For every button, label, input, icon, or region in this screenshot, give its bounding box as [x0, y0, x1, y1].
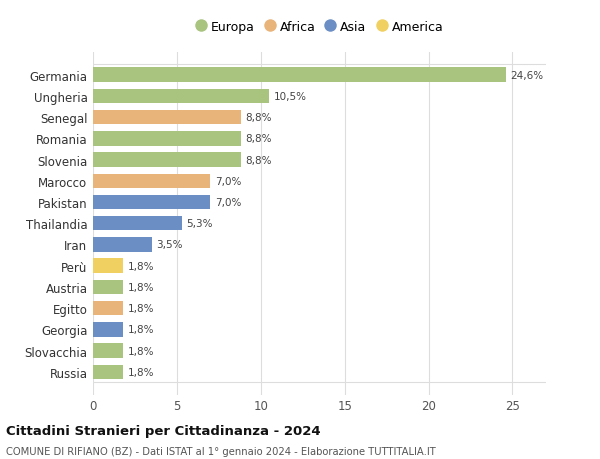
Text: 1,8%: 1,8% — [127, 367, 154, 377]
Bar — [93, 111, 241, 125]
Legend: Europa, Africa, Asia, America: Europa, Africa, Asia, America — [193, 18, 446, 36]
Text: 7,0%: 7,0% — [215, 197, 241, 207]
Bar — [93, 365, 123, 379]
Text: 1,8%: 1,8% — [127, 303, 154, 313]
Bar — [93, 132, 241, 146]
Bar — [93, 301, 123, 316]
Text: 5,3%: 5,3% — [186, 219, 212, 229]
Bar — [93, 153, 241, 168]
Bar — [93, 90, 269, 104]
Text: 1,8%: 1,8% — [127, 282, 154, 292]
Bar — [93, 280, 123, 295]
Text: 3,5%: 3,5% — [156, 240, 182, 250]
Text: 1,8%: 1,8% — [127, 325, 154, 335]
Bar — [93, 344, 123, 358]
Bar — [93, 259, 123, 273]
Bar — [93, 217, 182, 231]
Text: 7,0%: 7,0% — [215, 176, 241, 186]
Bar — [93, 238, 152, 252]
Bar — [93, 322, 123, 337]
Bar — [93, 196, 211, 210]
Text: 10,5%: 10,5% — [274, 92, 307, 102]
Text: 8,8%: 8,8% — [245, 134, 271, 144]
Text: Cittadini Stranieri per Cittadinanza - 2024: Cittadini Stranieri per Cittadinanza - 2… — [6, 425, 320, 437]
Text: COMUNE DI RIFIANO (BZ) - Dati ISTAT al 1° gennaio 2024 - Elaborazione TUTTITALIA: COMUNE DI RIFIANO (BZ) - Dati ISTAT al 1… — [6, 446, 436, 456]
Text: 24,6%: 24,6% — [510, 71, 543, 80]
Bar — [93, 174, 211, 189]
Text: 1,8%: 1,8% — [127, 346, 154, 356]
Text: 8,8%: 8,8% — [245, 113, 271, 123]
Text: 8,8%: 8,8% — [245, 155, 271, 165]
Bar — [93, 68, 506, 83]
Text: 1,8%: 1,8% — [127, 261, 154, 271]
